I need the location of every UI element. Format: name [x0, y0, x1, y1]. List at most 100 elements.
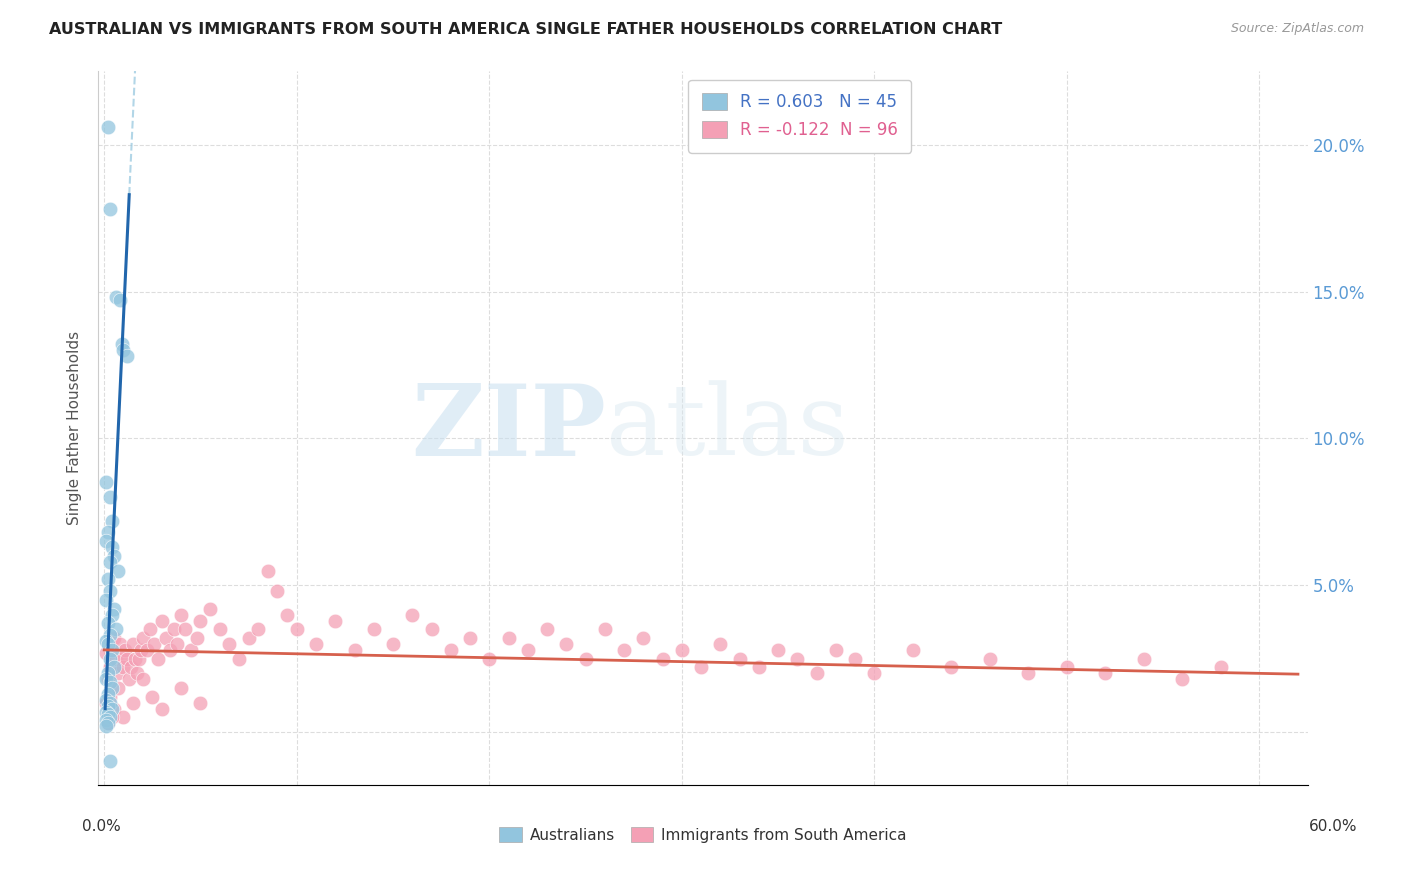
Point: [101, 643, 124, 657]
Point: [101, 514, 124, 528]
Point: [979, 651, 1001, 665]
Point: [498, 631, 520, 645]
Point: [180, 643, 202, 657]
Point: [97, 716, 120, 731]
Point: [97, 616, 120, 631]
Point: [94, 705, 117, 719]
Point: [159, 643, 181, 657]
Point: [118, 672, 141, 686]
Point: [1171, 672, 1194, 686]
Point: [276, 607, 298, 622]
Point: [107, 666, 129, 681]
Point: [98, 755, 121, 769]
Point: [117, 349, 139, 363]
Point: [671, 643, 693, 657]
Point: [104, 623, 127, 637]
Point: [97, 698, 120, 713]
Point: [112, 660, 135, 674]
Point: [98, 490, 121, 504]
Point: [174, 623, 197, 637]
Legend: Australians, Immigrants from South America: Australians, Immigrants from South Ameri…: [494, 821, 912, 848]
Text: Source: ZipAtlas.com: Source: ZipAtlas.com: [1230, 22, 1364, 36]
Point: [97, 666, 120, 681]
Point: [94, 696, 117, 710]
Y-axis label: Single Father Households: Single Father Households: [67, 331, 83, 525]
Point: [363, 623, 385, 637]
Point: [98, 675, 121, 690]
Point: [97, 573, 120, 587]
Point: [162, 623, 184, 637]
Point: [104, 651, 127, 665]
Point: [129, 643, 152, 657]
Point: [150, 701, 173, 715]
Point: [190, 614, 212, 628]
Point: [103, 660, 125, 674]
Point: [1209, 660, 1232, 674]
Point: [101, 681, 124, 695]
Point: [97, 707, 120, 722]
Point: [1017, 666, 1039, 681]
Point: [98, 651, 121, 665]
Point: [94, 534, 117, 549]
Point: [218, 637, 240, 651]
Point: [104, 290, 127, 304]
Point: [863, 666, 886, 681]
Point: [98, 710, 121, 724]
Point: [150, 614, 173, 628]
Point: [94, 646, 117, 660]
Point: [1056, 660, 1078, 674]
Point: [420, 623, 443, 637]
Point: [94, 634, 117, 648]
Point: [98, 555, 121, 569]
Point: [97, 637, 120, 651]
Point: [844, 651, 866, 665]
Point: [94, 672, 117, 686]
Point: [122, 696, 145, 710]
Point: [97, 672, 120, 686]
Text: AUSTRALIAN VS IMMIGRANTS FROM SOUTH AMERICA SINGLE FATHER HOUSEHOLDS CORRELATION: AUSTRALIAN VS IMMIGRANTS FROM SOUTH AMER…: [49, 22, 1002, 37]
Point: [141, 690, 163, 704]
Point: [98, 628, 121, 642]
Point: [103, 631, 125, 645]
Point: [94, 593, 117, 607]
Point: [120, 660, 142, 674]
Point: [1094, 666, 1116, 681]
Text: 60.0%: 60.0%: [1309, 820, 1357, 834]
Text: ZIP: ZIP: [412, 380, 606, 476]
Point: [536, 623, 558, 637]
Point: [901, 643, 924, 657]
Point: [112, 343, 135, 358]
Point: [101, 607, 124, 622]
Point: [107, 564, 129, 578]
Point: [98, 690, 121, 704]
Point: [728, 651, 751, 665]
Point: [941, 660, 963, 674]
Point: [382, 637, 405, 651]
Point: [166, 637, 188, 651]
Point: [146, 651, 169, 665]
Point: [94, 475, 117, 490]
Point: [1133, 651, 1156, 665]
Point: [748, 660, 770, 674]
Point: [198, 601, 221, 615]
Point: [170, 607, 193, 622]
Point: [228, 651, 250, 665]
Point: [186, 631, 208, 645]
Point: [101, 701, 124, 715]
Point: [98, 584, 121, 599]
Point: [257, 564, 280, 578]
Point: [343, 643, 366, 657]
Text: atlas: atlas: [606, 380, 849, 476]
Point: [94, 714, 117, 728]
Point: [108, 637, 131, 651]
Point: [97, 120, 120, 135]
Point: [285, 623, 308, 637]
Point: [555, 637, 578, 651]
Point: [107, 681, 129, 695]
Point: [170, 681, 193, 695]
Point: [124, 651, 146, 665]
Point: [190, 696, 212, 710]
Point: [458, 631, 481, 645]
Point: [110, 337, 132, 351]
Point: [766, 643, 789, 657]
